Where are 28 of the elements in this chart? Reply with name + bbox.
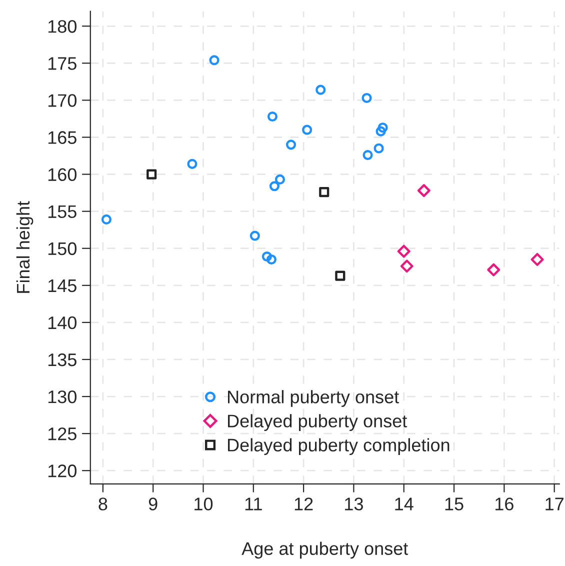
y-tick-label: 150 [48, 242, 76, 256]
y-tick-label: 140 [48, 316, 76, 330]
x-tick-label: 14 [395, 498, 414, 510]
y-tick-label: 155 [48, 205, 76, 218]
y-tick-label: 145 [48, 280, 76, 292]
x-tick-label: 15 [445, 498, 464, 510]
y-tick-label: 130 [48, 390, 76, 404]
y-tick-label: 165 [48, 131, 76, 144]
x-tick-label: 10 [194, 498, 213, 510]
legend-label: Delayed puberty onset [228, 414, 408, 431]
x-tick-label: 9 [148, 498, 158, 510]
y-tick-label: 160 [48, 168, 76, 182]
legend-label: Normal puberty onset [228, 390, 399, 407]
x-tick-label: 12 [294, 498, 313, 510]
y-tick-label: 170 [48, 94, 76, 107]
y-tick-label: 175 [48, 57, 76, 70]
y-tick-label: 135 [48, 353, 76, 366]
legend-label: Delayed puberty completion [228, 438, 450, 456]
y-axis-title: Final height [16, 201, 34, 293]
y-tick-label: 125 [48, 427, 76, 440]
x-tick-label: 11 [245, 498, 262, 510]
y-tick-label: 180 [48, 20, 76, 33]
x-tick-label: 8 [98, 498, 108, 510]
x-axis-title: Age at puberty onset [242, 542, 408, 559]
y-tick-label: 120 [48, 464, 76, 478]
x-tick-label: 16 [496, 498, 514, 510]
x-tick-label: 13 [345, 498, 363, 510]
x-tick-label: 17 [546, 498, 564, 510]
